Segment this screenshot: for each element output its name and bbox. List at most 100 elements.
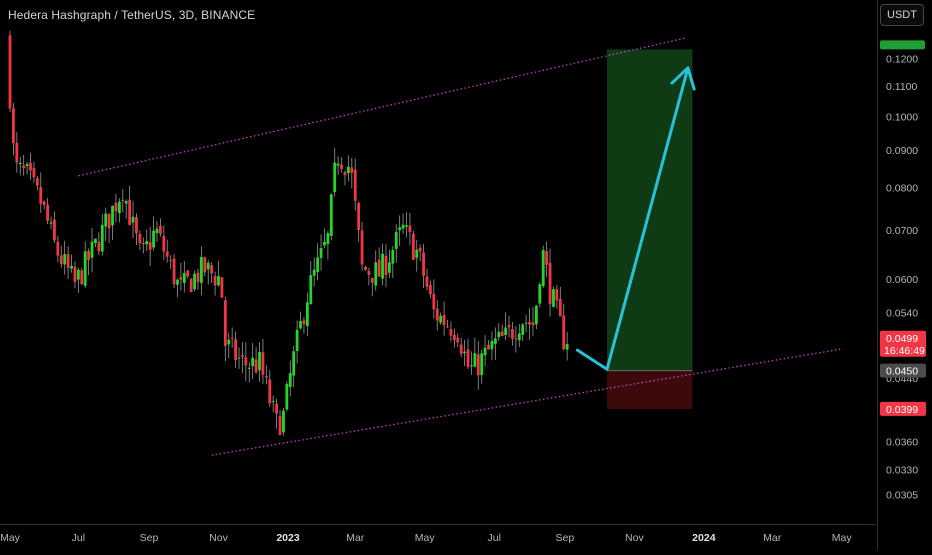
candle-body bbox=[107, 213, 111, 229]
candle-body bbox=[398, 227, 402, 231]
candle-body bbox=[350, 167, 354, 173]
candle-body bbox=[176, 279, 179, 285]
target-price-label bbox=[880, 40, 925, 50]
candle-body bbox=[203, 257, 207, 273]
x-tick-label: 2024 bbox=[692, 532, 716, 544]
axis-separator-vertical bbox=[877, 0, 878, 550]
candle-body bbox=[100, 224, 104, 252]
candle-body bbox=[179, 277, 183, 280]
candle-body bbox=[182, 272, 186, 283]
time-axis: May Jul Sep Nov 2023 Mar May Jul Sep Nov 2024 Mar Ma… bbox=[0, 532, 852, 544]
candle-body bbox=[357, 202, 361, 230]
candle-body bbox=[442, 314, 446, 326]
candle-body bbox=[227, 339, 231, 345]
candle-body bbox=[401, 224, 405, 229]
candle-body bbox=[541, 249, 545, 287]
candle-body bbox=[32, 167, 36, 178]
candle-body bbox=[429, 285, 432, 295]
candle-body bbox=[323, 241, 326, 246]
candle-body bbox=[497, 331, 501, 338]
currency-unit-button[interactable]: USDT bbox=[880, 4, 924, 26]
candle-body bbox=[63, 254, 67, 265]
x-tick-label: 2023 bbox=[276, 532, 300, 544]
candle-body bbox=[217, 276, 220, 286]
candle-body bbox=[470, 365, 473, 367]
candle-body bbox=[565, 343, 569, 350]
candle-body bbox=[415, 249, 419, 258]
entry-price-tag bbox=[880, 363, 926, 378]
candle-body bbox=[220, 277, 224, 298]
candle-body bbox=[531, 322, 535, 326]
candle-body bbox=[312, 269, 316, 276]
candle-body bbox=[435, 308, 439, 321]
candle-body bbox=[555, 289, 559, 301]
axis-separator-horizontal bbox=[0, 524, 877, 525]
candle-body bbox=[76, 269, 80, 280]
entry-price-value: 0.0450 bbox=[886, 366, 918, 378]
candle-body bbox=[336, 163, 340, 166]
candle-body bbox=[545, 251, 549, 265]
candle-body bbox=[117, 201, 121, 214]
x-tick-label: May bbox=[415, 532, 436, 544]
candle-body bbox=[186, 270, 190, 277]
candle-body bbox=[558, 298, 562, 317]
candle-body bbox=[446, 326, 449, 328]
candle-body bbox=[343, 171, 347, 176]
candle-body bbox=[213, 275, 217, 286]
current-price-value: 0.0499 bbox=[886, 333, 918, 345]
candle-body bbox=[278, 416, 282, 435]
projection-arrow bbox=[575, 66, 696, 371]
candle-body bbox=[548, 262, 552, 305]
x-tick-label: Jul bbox=[72, 532, 85, 544]
candle-body bbox=[223, 300, 227, 347]
candle-body bbox=[251, 357, 255, 367]
candle-body bbox=[370, 277, 374, 283]
y-tick-label: 0.1000 bbox=[886, 112, 918, 124]
candle-body bbox=[487, 344, 490, 350]
candle-body bbox=[329, 194, 333, 236]
y-tick-label: 0.0360 bbox=[886, 437, 918, 449]
candle-body bbox=[148, 242, 152, 250]
candle-body bbox=[288, 373, 292, 388]
candle-body bbox=[425, 276, 429, 287]
candle-body bbox=[507, 324, 511, 328]
candle-body bbox=[271, 401, 275, 403]
candle-body bbox=[111, 205, 114, 226]
candle-body bbox=[480, 353, 484, 375]
candle-body bbox=[408, 225, 412, 233]
candle-body bbox=[15, 142, 19, 163]
channel-lines bbox=[78, 37, 843, 456]
y-tick-label: 0.1200 bbox=[886, 54, 918, 66]
candle-body bbox=[319, 248, 323, 258]
candle-body bbox=[388, 262, 391, 273]
candle-body bbox=[411, 233, 415, 260]
x-tick-label: Nov bbox=[209, 532, 228, 544]
candle-body bbox=[70, 265, 73, 269]
candle-body bbox=[353, 169, 357, 201]
candle-body bbox=[230, 337, 234, 339]
candle-body bbox=[309, 275, 313, 305]
candlestick-series bbox=[8, 30, 569, 436]
candle-body bbox=[247, 367, 251, 369]
candle-body bbox=[135, 217, 138, 234]
candle-body bbox=[73, 266, 77, 282]
candle-body bbox=[158, 225, 162, 234]
candle-body bbox=[452, 334, 456, 341]
candle-body bbox=[285, 383, 289, 410]
candle-body bbox=[459, 344, 463, 354]
y-tick-label: 0.0700 bbox=[886, 225, 918, 237]
candle-body bbox=[302, 320, 306, 325]
candle-body bbox=[340, 164, 343, 169]
candle-body bbox=[59, 255, 63, 265]
candle-body bbox=[234, 339, 237, 360]
chart-title: Hedera Hashgraph / TetherUS, 3D, BINANCE bbox=[8, 8, 256, 22]
x-tick-label: Nov bbox=[625, 532, 644, 544]
candle-body bbox=[237, 357, 241, 359]
candle-body bbox=[49, 222, 53, 224]
candle-body bbox=[18, 162, 22, 165]
candle-body bbox=[241, 355, 244, 358]
channel-upper-line bbox=[78, 37, 686, 177]
candle-body bbox=[364, 266, 367, 270]
